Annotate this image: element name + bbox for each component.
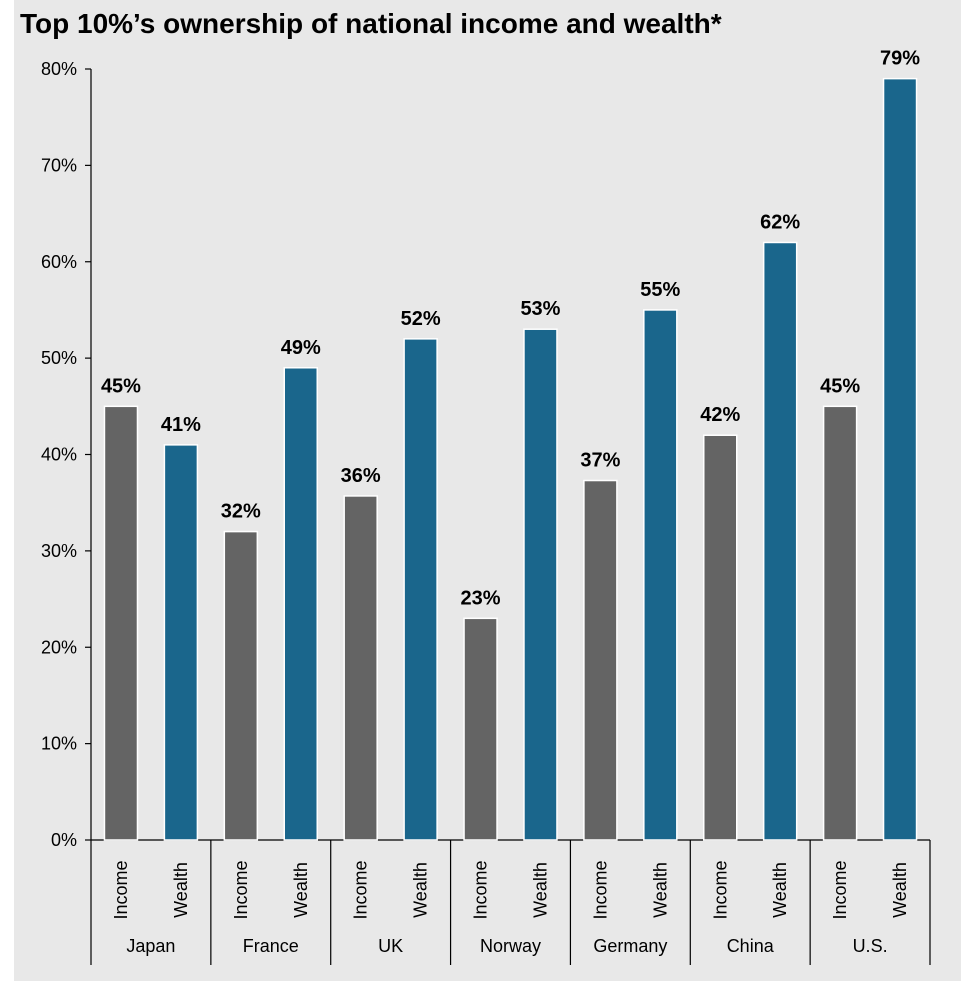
country-label: Norway (480, 936, 541, 956)
data-label: 42% (700, 404, 740, 426)
data-label: 53% (520, 298, 560, 320)
measure-label: Income (351, 860, 371, 919)
data-label: 55% (640, 279, 680, 301)
y-tick-label: 80% (41, 59, 77, 79)
country-label: China (727, 936, 775, 956)
y-tick-label: 40% (41, 445, 77, 465)
y-tick-label: 50% (41, 348, 77, 368)
data-labels: 45% 32% 36% 23% 37% 42% 45% 41% 49% 52% 53% 55% 62% 7… (101, 48, 920, 610)
data-label: 52% (401, 308, 441, 330)
chart-title: Top 10%’s ownership of national income a… (20, 8, 722, 39)
data-label: 45% (820, 375, 860, 397)
y-tick-label: 30% (41, 541, 77, 561)
country-label: U.S. (853, 936, 888, 956)
bar-income-china (703, 434, 738, 841)
data-label: 41% (161, 414, 201, 436)
bar-income-germany (583, 479, 618, 841)
data-label: 49% (281, 337, 321, 359)
measure-label: Income (590, 860, 610, 919)
data-label: 45% (101, 375, 141, 397)
measure-label: Income (830, 860, 850, 919)
category-labels: Income Wealth Japan Income Wealth France Incom… (111, 860, 910, 956)
y-tick-label: 20% (41, 637, 77, 657)
measure-label: Wealth (411, 862, 431, 918)
bar-income-uk (343, 495, 378, 841)
data-label: 62% (760, 211, 800, 233)
bar-wealth-france (283, 367, 318, 841)
bar-income-japan (103, 405, 139, 841)
bar-wealth-china (762, 241, 798, 841)
country-label: Japan (126, 936, 175, 956)
bar-income-us (822, 405, 858, 841)
bar-income-france (223, 530, 259, 841)
y-tick-label: 70% (41, 155, 77, 175)
axes: 0% 10% 20% 30% 40% 50% 60% 70% 80% (41, 59, 931, 965)
measure-label: Wealth (770, 862, 790, 918)
measure-label: Wealth (650, 862, 670, 918)
y-tick-label: 10% (41, 734, 77, 754)
measure-label: Wealth (530, 862, 550, 918)
bar-wealth-us (882, 77, 918, 841)
measure-label: Wealth (171, 862, 191, 918)
data-label: 23% (461, 587, 501, 609)
data-label: 36% (341, 465, 381, 487)
bar-income-norway (463, 617, 498, 841)
country-label: Germany (593, 936, 667, 956)
country-label: France (243, 936, 299, 956)
data-label: 32% (221, 501, 261, 523)
measure-label: Wealth (890, 862, 910, 918)
data-label: 79% (880, 48, 920, 70)
bar-wealth-germany (643, 309, 678, 841)
y-tick-label: 60% (41, 252, 77, 272)
y-tick-label: 0% (51, 830, 77, 850)
bars (103, 77, 918, 841)
data-label: 37% (580, 450, 620, 472)
measure-label: Income (471, 860, 491, 919)
bar-wealth-norway (523, 328, 558, 841)
bar-wealth-japan (163, 444, 199, 841)
measure-label: Income (111, 860, 131, 919)
measure-label: Income (710, 860, 730, 919)
measure-label: Income (231, 860, 251, 919)
country-label: UK (378, 936, 403, 956)
bar-wealth-uk (403, 338, 438, 841)
measure-label: Wealth (291, 862, 311, 918)
